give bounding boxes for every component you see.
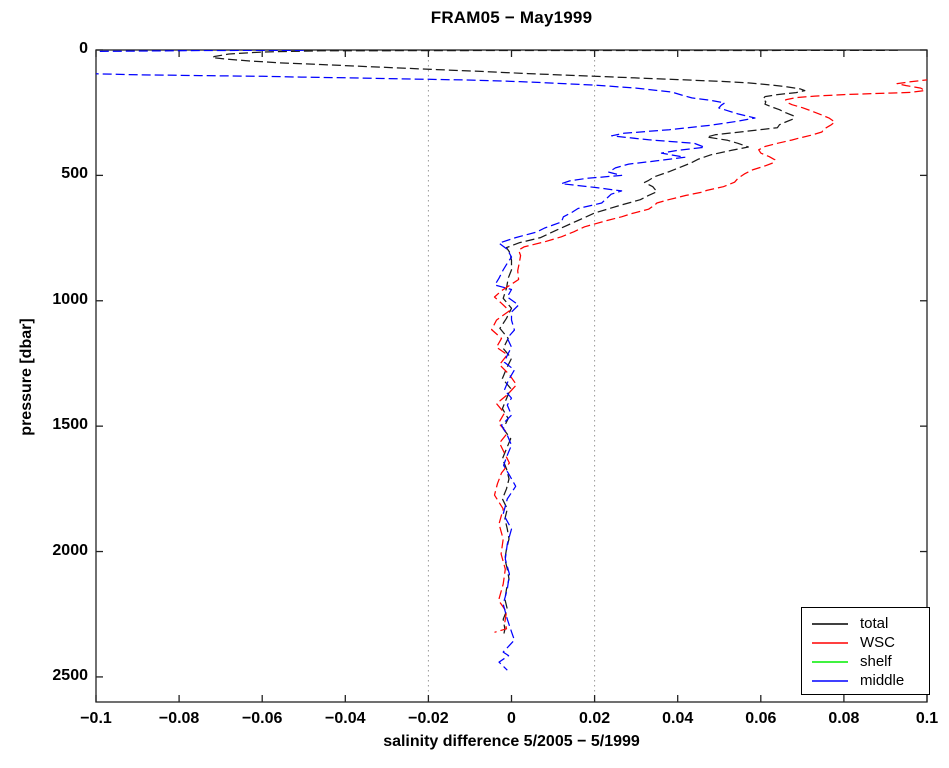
x-tick-label: 0.02 [579,710,611,727]
x-axis-label: salinity difference 5/2005 − 5/1999 [383,733,640,750]
legend-entry-total: total [810,614,929,633]
x-tick-label: −0.08 [158,710,200,727]
legend-line-sample [812,623,848,625]
series-line-WSC [490,79,927,633]
legend-line-sample [812,642,848,644]
y-tick-label: 500 [61,165,88,183]
x-tick-label: 0 [507,710,516,727]
y-tick-label: 1500 [52,416,88,434]
x-tick-label: −0.1 [80,710,112,727]
series-line-middle [96,50,756,671]
x-tick-label: 0.08 [828,710,860,727]
legend-label: shelf [860,653,892,670]
x-tick-label: 0.04 [662,710,694,727]
legend-label: total [860,615,889,632]
legend-entry-middle: middle [810,671,929,690]
y-tick-label: 2000 [52,541,88,559]
x-tick-label: −0.02 [408,710,449,727]
chart-title: FRAM05 − May1999 [430,8,593,27]
legend-entry-shelf: shelf [810,652,929,671]
legend-label: WSC [860,634,895,651]
x-tick-label: 0.1 [915,710,939,727]
legend-label: middle [860,672,905,689]
legend-line-sample [812,661,848,663]
legend-entry-WSC: WSC [810,633,929,652]
legend: total WSC shelf middle [801,607,930,695]
y-tick-label: 1000 [52,290,88,308]
y-tick-label: 2500 [52,666,88,684]
legend-line-sample [812,680,848,682]
x-tick-label: −0.06 [241,710,283,727]
series-line-total [211,50,898,637]
y-tick-label: 0 [79,40,88,57]
x-tick-label: −0.04 [325,710,366,727]
x-tick-label: 0.06 [745,710,777,727]
